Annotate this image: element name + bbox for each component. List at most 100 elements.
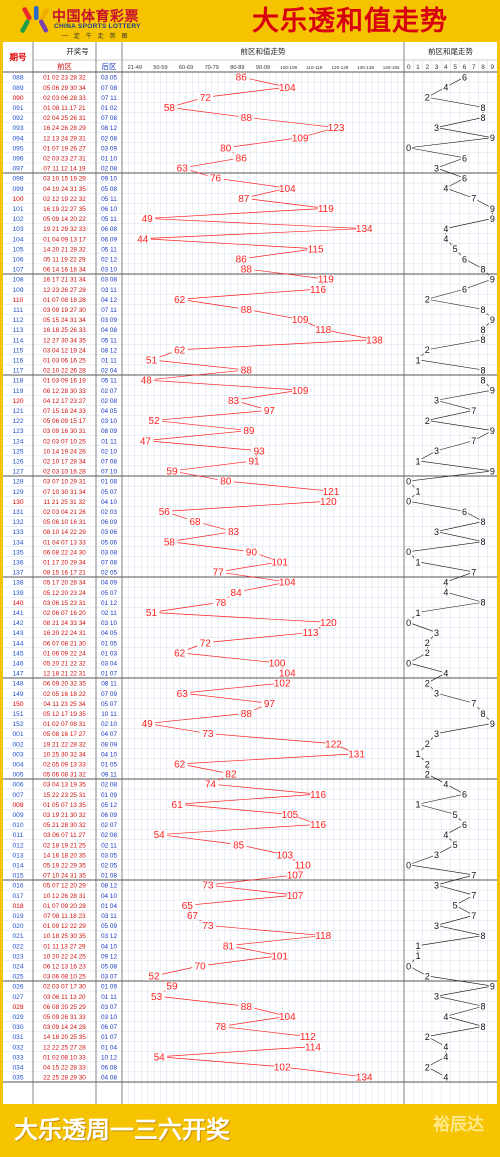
back-numbers: 05 11 <box>101 196 117 203</box>
tail-value-box <box>414 557 422 567</box>
back-numbers: 04 10 <box>101 751 117 758</box>
front-numbers: 05 19 22 29 35 <box>43 862 86 869</box>
tail-value: 9 <box>490 466 495 476</box>
sum-value-box <box>138 375 155 385</box>
issue-number: 126 <box>12 458 23 465</box>
sum-value-box <box>217 143 234 153</box>
issue-number: 123 <box>12 428 23 435</box>
sum-value-box <box>199 920 216 931</box>
sum-value-box <box>279 577 296 587</box>
sum-value: 105 <box>282 810 299 821</box>
sum-value: 48 <box>141 376 153 387</box>
tail-value: 4 <box>443 830 448 840</box>
front-numbers: 01 02 23 28 32 <box>43 75 86 82</box>
sum-value: 120 <box>320 618 337 629</box>
sum-value-box <box>246 456 263 466</box>
sum-value-box <box>199 880 216 890</box>
sum-value: 91 <box>248 456 260 467</box>
back-numbers: 09 10 <box>101 176 117 183</box>
back-numbers: 10 11 <box>101 711 117 718</box>
issue-number: 088 <box>12 75 23 82</box>
front-numbers: 02 05 09 13 33 <box>43 761 86 768</box>
sum-value: 88 <box>241 113 253 124</box>
back-numbers: 05 11 <box>101 216 117 223</box>
tail-value-box <box>414 951 422 961</box>
front-numbers: 10 12 26 28 31 <box>43 893 86 900</box>
back-numbers: 04 10 <box>101 499 117 506</box>
tail-value: 1 <box>415 456 420 466</box>
back-numbers: 05 11 <box>101 378 117 385</box>
sum-value-box <box>143 607 160 617</box>
back-numbers: 05 12 <box>101 802 117 809</box>
sum-value-box <box>171 759 188 769</box>
tail-value: 0 <box>406 497 411 507</box>
sum-value: 52 <box>148 416 160 427</box>
issue-number: 094 <box>12 135 23 142</box>
sum-value-box <box>156 506 173 516</box>
sum-value: 102 <box>274 1062 291 1073</box>
sum-value-box <box>322 486 339 496</box>
front-numbers: 14 16 18 20 35 <box>43 852 86 859</box>
issue-number: 137 <box>12 570 23 577</box>
sum-value: 104 <box>279 578 296 589</box>
back-numbers: 03 11 <box>101 287 117 294</box>
front-numbers: 16 17 21 31 34 <box>43 277 86 284</box>
back-numbers: 04 12 <box>101 297 117 304</box>
front-numbers: 05 20 21 22 32 <box>43 660 86 667</box>
tail-value-box <box>442 1072 450 1082</box>
front-numbers: 04 15 22 28 33 <box>43 1064 86 1071</box>
back-numbers: 03 05 <box>101 75 117 82</box>
issue-number: 034 <box>12 1064 23 1071</box>
issue-number: 128 <box>12 479 23 486</box>
back-numbers: 06 09 <box>101 519 117 526</box>
issue-number: 032 <box>12 1044 23 1051</box>
tail-value-box <box>451 900 459 910</box>
tail-value-box <box>432 880 441 890</box>
tail-value-box <box>414 749 422 759</box>
issue-number: 121 <box>12 408 23 415</box>
tail-value: 2 <box>425 416 430 426</box>
tail-value-box <box>479 113 487 122</box>
tail-value: 4 <box>443 588 448 598</box>
sum-value: 107 <box>287 891 304 902</box>
logo-slogan: 一 定 牛 走 势 图 <box>62 33 130 40</box>
sum-value-box <box>261 698 278 708</box>
sum-value-box <box>171 294 188 304</box>
sum-bin-label: 130-139 <box>357 65 374 70</box>
issue-number: 026 <box>12 984 23 991</box>
sum-value: 83 <box>228 527 240 538</box>
back-numbers: 03 08 <box>101 277 117 284</box>
front-numbers: 22 25 28 29 30 <box>43 1075 86 1082</box>
tail-value: 2 <box>425 769 430 779</box>
back-numbers: 04 09 <box>101 580 117 587</box>
issue-number: 152 <box>12 721 23 728</box>
tail-value-box <box>488 133 496 143</box>
sum-value: 72 <box>200 638 212 649</box>
back-numbers: 06 08 <box>101 226 117 233</box>
tail-value-box <box>423 416 431 425</box>
sum-bin-label: 21-49 <box>128 65 142 71</box>
sum-value: 70 <box>195 961 207 972</box>
front-numbers: 04 11 23 25 34 <box>43 701 86 708</box>
sum-value: 89 <box>243 426 255 437</box>
tail-value: 4 <box>443 577 448 587</box>
tail-bin-label: 8 <box>481 64 485 71</box>
tail-value-box <box>460 72 469 82</box>
tail-value: 7 <box>471 567 476 577</box>
tail-value-box <box>479 931 487 940</box>
sum-bin-label: 120-129 <box>331 65 348 70</box>
back-numbers: 03 06 <box>101 529 117 536</box>
tail-value: 2 <box>425 1032 430 1042</box>
sum-value: 82 <box>225 770 237 781</box>
issue-number: 096 <box>12 155 23 162</box>
sum-value: 97 <box>264 406 276 417</box>
sum-value: 86 <box>236 153 248 164</box>
front-numbers: 07 08 11 18 23 <box>43 913 86 920</box>
sum-value: 73 <box>202 881 214 892</box>
issue-number: 017 <box>12 893 23 900</box>
sum-value-box <box>161 537 178 547</box>
header-back: 后区 <box>102 61 117 71</box>
front-numbers: 05 08 16 17 27 <box>43 731 86 738</box>
